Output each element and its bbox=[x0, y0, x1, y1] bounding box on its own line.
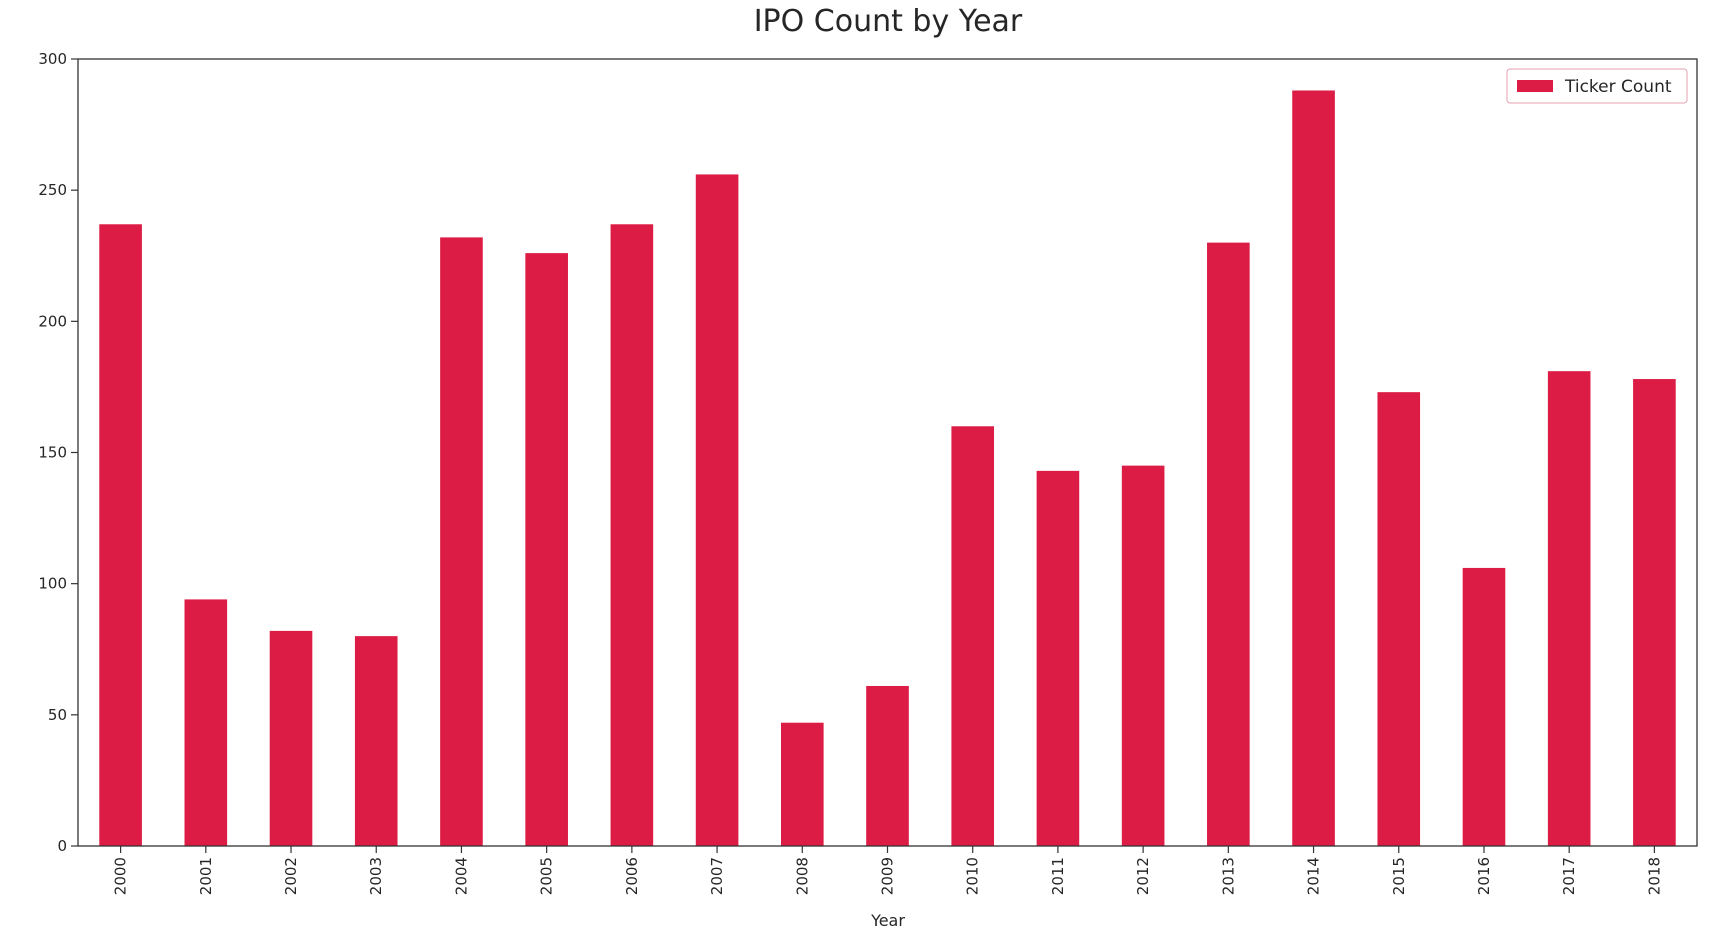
x-tick-label: 2010 bbox=[964, 857, 982, 895]
bar-2011 bbox=[1036, 470, 1080, 846]
x-tick-label: 2005 bbox=[538, 857, 556, 895]
bar-2002 bbox=[269, 630, 313, 846]
legend-label: Ticker Count bbox=[1564, 77, 1672, 97]
bar-2007 bbox=[695, 174, 739, 846]
x-axis-label: Year bbox=[870, 911, 905, 930]
bar-2018 bbox=[1633, 379, 1676, 846]
x-tick-label: 2009 bbox=[879, 857, 897, 895]
bar-2001 bbox=[184, 599, 228, 846]
x-tick-label: 2006 bbox=[623, 857, 641, 895]
bar-2003 bbox=[354, 636, 398, 846]
x-tick-label: 2007 bbox=[708, 857, 726, 895]
x-tick-label: 2016 bbox=[1475, 857, 1493, 895]
x-tick-label: 2000 bbox=[112, 857, 130, 895]
bar-2014 bbox=[1292, 90, 1335, 847]
bar-2008 bbox=[780, 722, 824, 846]
x-tick-label: 2014 bbox=[1305, 857, 1323, 895]
x-tick-label: 2001 bbox=[197, 857, 215, 895]
y-tick-label: 300 bbox=[38, 50, 67, 68]
bar-2015 bbox=[1377, 392, 1421, 846]
x-tick-label: 2015 bbox=[1390, 857, 1408, 895]
legend-box bbox=[1506, 68, 1688, 104]
bar-2010 bbox=[951, 426, 995, 846]
x-tick-label: 2008 bbox=[793, 857, 811, 895]
x-tick-label: 2012 bbox=[1134, 857, 1152, 895]
x-axis: 2000 2001 2002 2003 2004 2005 2006 2007 2008 2009… bbox=[112, 846, 1663, 895]
y-tick-label: 50 bbox=[48, 706, 67, 724]
x-tick-label: 2013 bbox=[1219, 857, 1237, 895]
bar-2009 bbox=[866, 685, 909, 846]
bar-2006 bbox=[610, 224, 654, 846]
x-tick-label: 2011 bbox=[1049, 857, 1067, 895]
y-tick-label: 200 bbox=[38, 312, 67, 330]
x-tick-label: 2017 bbox=[1560, 857, 1578, 895]
y-tick-label: 250 bbox=[38, 181, 67, 199]
bar-2016 bbox=[1462, 567, 1506, 846]
y-tick-label: 0 bbox=[57, 837, 67, 855]
bar-2005 bbox=[525, 253, 568, 846]
bar-2004 bbox=[440, 237, 483, 846]
bars-layer bbox=[99, 90, 1676, 847]
x-tick-label: 2003 bbox=[367, 857, 385, 895]
bar-2012 bbox=[1121, 465, 1165, 846]
chart-title: IPO Count by Year bbox=[754, 4, 1023, 39]
y-axis: 0 50 100 150 200 250 300 bbox=[38, 50, 78, 855]
bar-2013 bbox=[1207, 242, 1250, 846]
y-tick-label: 150 bbox=[38, 444, 67, 462]
x-tick-label: 2018 bbox=[1645, 857, 1663, 895]
x-tick-label: 2002 bbox=[282, 857, 300, 895]
legend-swatch bbox=[1517, 80, 1553, 92]
bar-2000 bbox=[99, 224, 142, 846]
bar-2017 bbox=[1547, 371, 1591, 846]
x-tick-label: 2004 bbox=[452, 857, 470, 895]
y-tick-label: 100 bbox=[38, 575, 67, 593]
legend: Ticker Count bbox=[1506, 68, 1688, 104]
